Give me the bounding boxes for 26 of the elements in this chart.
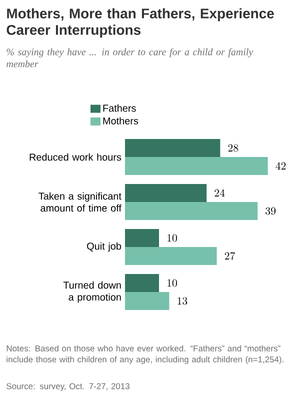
data-label: 10 xyxy=(167,234,177,242)
data-label: 24 xyxy=(214,189,225,197)
data-label: 28 xyxy=(228,144,238,152)
y-tick-label: Reduced work hours xyxy=(30,153,122,161)
y-tick-label: Turned down a promotion xyxy=(63,281,121,303)
bar xyxy=(125,292,170,310)
legend-label: Mothers xyxy=(103,117,138,124)
data-label: 42 xyxy=(276,162,286,170)
data-label: 10 xyxy=(167,279,177,287)
legend-label: Fathers xyxy=(103,104,136,112)
data-label: 13 xyxy=(178,297,188,305)
data-label: 27 xyxy=(224,252,236,260)
text: Notes: Based on those who have ever worked. “Fathers” and “mothers” include those with children of any age, including adult children (n=1,254). xyxy=(6,345,284,364)
bar xyxy=(125,157,268,176)
data-label: 39 xyxy=(266,207,276,215)
bar xyxy=(125,139,220,158)
bar xyxy=(125,202,258,220)
bar xyxy=(125,247,217,266)
y-tick-label: Taken a significant amount of time off xyxy=(38,192,122,212)
bar xyxy=(125,184,207,202)
y-tick-label: Quit job xyxy=(87,242,122,252)
chart-title: Mothers, More than Fathers, Experience Career Interruptions xyxy=(6,8,274,38)
source-note: Source: survey, Oct. 7-27, 2013 xyxy=(6,383,130,391)
bar xyxy=(125,274,159,292)
bar xyxy=(125,229,159,248)
chart-subtitle: % saying they have ... in order to care for a child or family member xyxy=(6,48,254,68)
